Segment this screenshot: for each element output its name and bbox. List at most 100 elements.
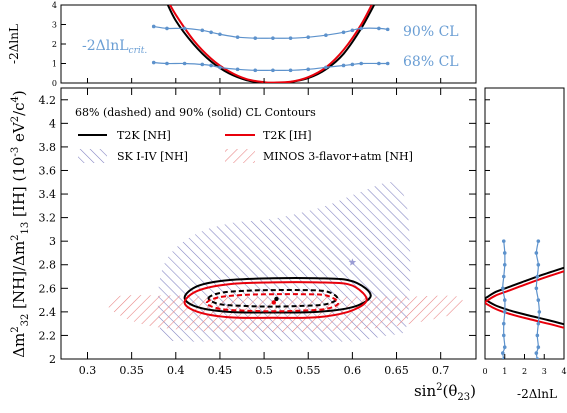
right-point-90-cl-3 (535, 274, 540, 279)
legend-label-t2k-nh: T2K [NH] (117, 129, 171, 142)
x-axis-title-close: ) (470, 382, 476, 400)
contour-t2k-nh-68 (207, 288, 339, 308)
y-axis-title-sup5: 4 (10, 96, 21, 102)
right-point-68-cl-1 (502, 251, 507, 255)
right-point-68-cl-7 (501, 321, 506, 326)
crit-annotation-text: -2ΔlnL (82, 38, 129, 54)
x-tick-label: 0.4 (167, 364, 185, 377)
top-line-t2k-nh (166, 5, 376, 83)
cl68-annotation: 68% CL (403, 54, 459, 70)
legend-label-t2k-ih: T2K [IH] (263, 129, 312, 142)
y-axis-title-sup4: 2 (10, 116, 21, 122)
x-tick-label: 0.35 (119, 364, 144, 377)
right-point-68-cl-10 (500, 351, 505, 355)
best-fit-t2k-ih (271, 300, 276, 305)
right-point-90-cl-2 (536, 262, 541, 267)
top-point-90-cl-13 (350, 28, 355, 33)
y-tick-label: 2.2 (39, 329, 57, 342)
right-point-90-cl-7 (536, 321, 541, 326)
x-tick-label: 0.3 (79, 364, 97, 377)
right-line-t2k-nh (485, 266, 564, 326)
right-point-90-cl-9 (536, 345, 541, 350)
top-point-68-cl-0 (151, 60, 156, 65)
legend-label-minos: MINOS 3-flavor+atm [NH] (263, 150, 413, 163)
top-point-90-cl-7 (253, 36, 258, 40)
top-point-68-cl-2 (182, 61, 187, 66)
right-point-90-cl-10 (534, 351, 539, 355)
right-x-tick-label: 0 (482, 367, 487, 376)
right-point-90-cl-4 (534, 286, 539, 291)
sk-best-fit-star (348, 258, 357, 266)
contour-t2k-ih-68 (205, 293, 340, 313)
y-tick-label: 3.6 (39, 164, 57, 177)
legend-swatch-sk (78, 149, 107, 163)
y-tick-label: 3 (49, 235, 56, 248)
right-line-t2k-ih (485, 270, 564, 329)
top-point-68-cl-6 (235, 67, 240, 72)
y-tick-label: 4 (49, 117, 56, 130)
x-tick-label: 0.65 (384, 364, 409, 377)
y-axis-title-unit1: eV (10, 121, 28, 147)
top-point-68-cl-12 (341, 63, 346, 68)
right-point-68-cl-3 (501, 274, 506, 279)
top-point-68-cl-9 (288, 68, 293, 73)
right-x-axis-title: -2ΔlnL (517, 387, 557, 401)
top-point-68-cl-1 (165, 61, 169, 66)
top-point-68-cl-16 (385, 61, 390, 66)
top-profile-lines (151, 5, 390, 83)
top-point-68-cl-5 (218, 65, 222, 70)
top-point-68-cl-8 (271, 68, 275, 73)
top-point-68-cl-11 (324, 65, 328, 70)
right-point-68-cl-5 (502, 298, 507, 302)
crit-annotation: -2ΔlnLcrit. (82, 38, 147, 56)
y-axis-title-nh: [NH]/Δm (10, 241, 28, 314)
contour-t2k-nh-90 (183, 277, 372, 314)
top-point-90-cl-0 (151, 24, 156, 29)
y-tick-label: 3.4 (39, 188, 57, 201)
right-profile-lines (485, 239, 564, 359)
y-tick-label: 2.6 (39, 282, 57, 295)
main-hatched-regions (106, 182, 463, 342)
x-tick-label: 0.7 (432, 364, 450, 377)
top-point-68-cl-13 (350, 62, 355, 67)
top-point-90-cl-8 (271, 36, 275, 40)
top-line-t2k-ih (168, 5, 373, 83)
contour-t2k-ih-90 (183, 281, 368, 319)
x-tick-label: 0.55 (296, 364, 321, 377)
right-x-tick-label: 3 (542, 367, 547, 376)
top-point-90-cl-4 (209, 30, 213, 35)
y-axis-title-ih: [IH] (10 (10, 157, 28, 222)
y-axis-title-sub2: 13 (20, 222, 31, 235)
top-y-tick-label: 1 (52, 60, 57, 69)
top-point-90-cl-12 (341, 30, 346, 35)
legend-swatch-minos (225, 149, 255, 163)
right-point-68-cl-2 (502, 262, 507, 267)
y-tick-label: 4.2 (39, 94, 57, 107)
top-point-90-cl-16 (385, 27, 390, 32)
y-axis-title-unit2: /c (10, 102, 28, 115)
right-point-68-cl-9 (502, 345, 507, 350)
region-minos-3-flavor-atm-nh (106, 295, 463, 332)
top-y-axis-title: -2ΔlnL (7, 24, 21, 64)
top-point-90-cl-14 (359, 26, 364, 31)
cl90-annotation: 90% CL (403, 24, 459, 40)
right-point-90-cl-1 (534, 251, 539, 255)
top-point-90-cl-1 (165, 26, 169, 31)
x-tick-label: 0.6 (344, 364, 362, 377)
main-panel-title: 68% (dashed) and 90% (solid) CL Contours (75, 106, 316, 119)
y-tick-label: 2.8 (39, 259, 57, 272)
right-x-tick-label: 1 (502, 367, 507, 376)
right-point-90-cl-6 (537, 310, 542, 314)
top-point-68-cl-10 (306, 67, 311, 72)
right-point-90-cl-8 (535, 333, 540, 338)
legend-label-sk: SK I-IV [NH] (117, 150, 188, 163)
right-point-68-cl-4 (500, 286, 505, 291)
x-axis-title-sin: sin (414, 382, 436, 400)
top-y-tick-label: 2 (52, 40, 57, 49)
y-axis-title-sup2: 2 (10, 234, 21, 240)
right-point-90-cl-11 (535, 357, 540, 359)
right-x-tick-label: 2 (522, 367, 527, 376)
y-axis-title-sup3: -3 (10, 147, 21, 157)
top-point-90-cl-11 (324, 33, 328, 38)
